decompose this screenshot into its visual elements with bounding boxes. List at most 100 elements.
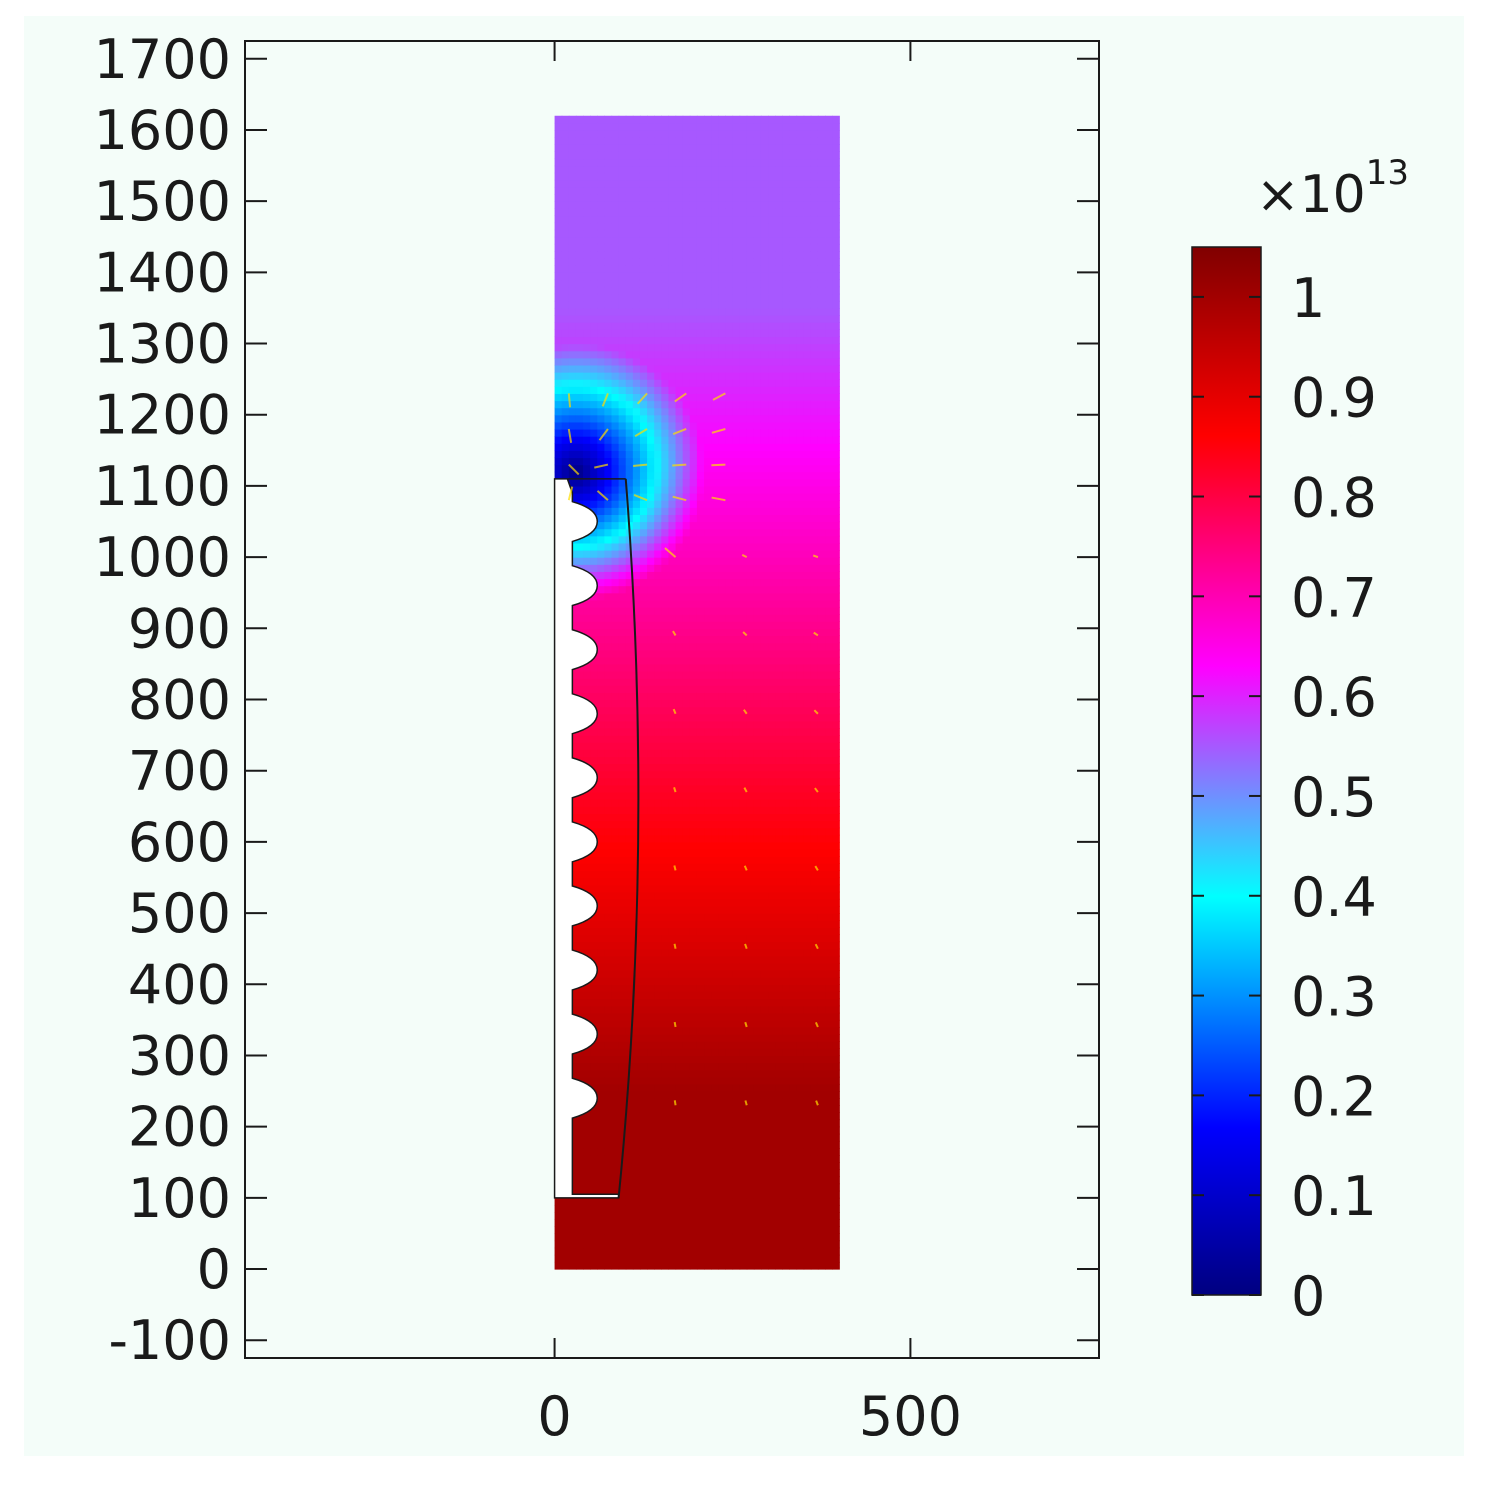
field-cell bbox=[625, 742, 634, 750]
field-cell bbox=[746, 272, 755, 281]
field-cell bbox=[590, 1169, 598, 1178]
field-cell bbox=[718, 1261, 726, 1270]
field-cell bbox=[739, 1062, 748, 1071]
field-cell bbox=[675, 756, 684, 765]
field-cell bbox=[704, 884, 712, 893]
field-cell bbox=[590, 614, 598, 622]
field-cell bbox=[711, 877, 719, 886]
field-cell bbox=[554, 129, 563, 138]
field-cell bbox=[632, 500, 641, 508]
field-cell bbox=[711, 129, 719, 138]
field-cell bbox=[661, 1105, 670, 1113]
field-cell bbox=[647, 642, 655, 651]
field-cell bbox=[597, 485, 605, 494]
field-cell bbox=[639, 293, 648, 302]
field-cell bbox=[647, 137, 655, 145]
field-cell bbox=[675, 692, 684, 701]
field-cell bbox=[647, 571, 655, 580]
field-cell bbox=[561, 251, 570, 259]
field-cell bbox=[704, 1055, 712, 1064]
field-cell bbox=[753, 165, 762, 174]
field-cell bbox=[583, 599, 591, 608]
field-cell bbox=[604, 628, 613, 637]
field-cell bbox=[654, 222, 662, 231]
field-cell bbox=[668, 1019, 677, 1028]
field-cell bbox=[675, 1055, 684, 1064]
field-cell bbox=[604, 849, 613, 857]
field-cell bbox=[711, 706, 719, 715]
field-cell bbox=[689, 678, 698, 686]
field-cell bbox=[654, 272, 662, 281]
field-cell bbox=[654, 542, 662, 551]
field-cell bbox=[611, 834, 620, 843]
field-cell bbox=[625, 265, 634, 273]
field-cell bbox=[639, 1083, 648, 1092]
field-cell bbox=[639, 265, 648, 273]
field-cell bbox=[611, 315, 620, 323]
field-cell bbox=[568, 386, 577, 394]
field-cell bbox=[647, 777, 655, 786]
field-cell bbox=[618, 364, 627, 373]
field-cell bbox=[632, 236, 641, 245]
field-cell bbox=[583, 792, 591, 800]
field-cell bbox=[682, 222, 691, 231]
field-cell bbox=[696, 550, 705, 558]
field-cell bbox=[668, 1098, 677, 1106]
field-cell bbox=[696, 265, 705, 273]
field-cell bbox=[632, 144, 641, 152]
field-cell bbox=[711, 1055, 719, 1064]
field-cell bbox=[746, 1062, 755, 1071]
field-cell bbox=[682, 1169, 691, 1178]
field-cell bbox=[661, 272, 670, 281]
field-cell bbox=[597, 1076, 605, 1085]
field-cell bbox=[647, 905, 655, 914]
field-cell bbox=[583, 165, 591, 174]
field-cell bbox=[760, 671, 769, 679]
field-cell bbox=[668, 208, 677, 217]
field-cell bbox=[704, 485, 712, 494]
field-cell bbox=[611, 1247, 620, 1256]
field-cell bbox=[725, 251, 734, 259]
field-cell bbox=[753, 386, 762, 394]
field-cell bbox=[704, 727, 712, 736]
field-cell bbox=[704, 158, 712, 167]
field-cell bbox=[725, 1119, 734, 1128]
field-cell bbox=[689, 322, 698, 330]
field-cell bbox=[739, 1169, 748, 1178]
field-cell bbox=[654, 1026, 662, 1035]
field-cell bbox=[568, 421, 577, 430]
field-cell bbox=[675, 1219, 684, 1227]
field-cell bbox=[689, 386, 698, 394]
field-cell bbox=[639, 1069, 648, 1078]
field-cell bbox=[689, 393, 698, 402]
field-cell bbox=[760, 457, 769, 466]
field-cell bbox=[654, 1105, 662, 1113]
field-cell bbox=[618, 628, 627, 637]
field-cell bbox=[639, 179, 648, 188]
field-cell bbox=[554, 194, 563, 202]
field-cell bbox=[639, 735, 648, 743]
field-cell bbox=[625, 379, 634, 387]
field-cell bbox=[718, 905, 726, 914]
field-cell bbox=[725, 514, 734, 523]
field-cell bbox=[639, 215, 648, 224]
field-cell bbox=[597, 122, 605, 131]
field-cell bbox=[647, 122, 655, 131]
field-cell bbox=[647, 1069, 655, 1078]
field-cell bbox=[604, 557, 613, 565]
field-cell bbox=[661, 649, 670, 658]
field-cell bbox=[689, 977, 698, 985]
field-cell bbox=[647, 350, 655, 359]
field-cell bbox=[689, 485, 698, 494]
field-cell bbox=[746, 1162, 755, 1170]
field-cell bbox=[625, 962, 634, 971]
field-cell bbox=[711, 194, 719, 202]
field-cell bbox=[590, 222, 598, 231]
field-cell bbox=[732, 599, 741, 608]
field-cell bbox=[760, 471, 769, 480]
field-cell bbox=[682, 749, 691, 758]
field-cell bbox=[654, 1226, 662, 1235]
field-cell bbox=[632, 841, 641, 850]
field-cell bbox=[760, 251, 769, 259]
field-cell bbox=[675, 122, 684, 131]
